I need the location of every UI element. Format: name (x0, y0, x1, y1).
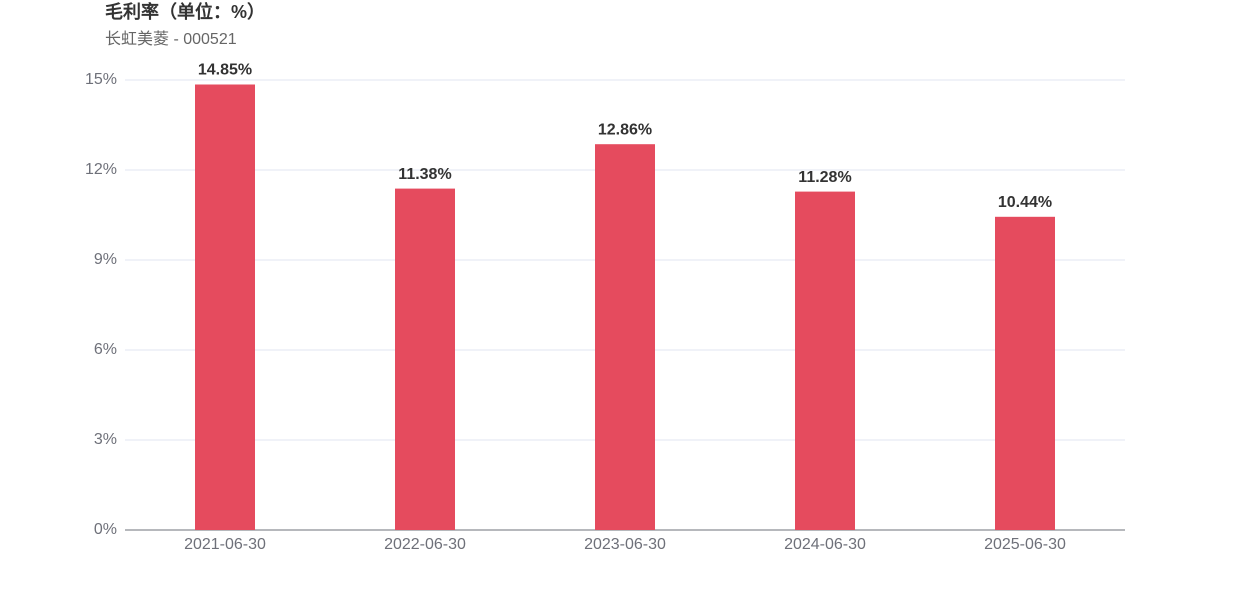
value-label: 14.85% (198, 62, 252, 79)
x-tick-label: 2021-06-30 (184, 536, 266, 553)
y-tick-label: 3% (94, 431, 117, 448)
y-tick-label: 6% (94, 341, 117, 358)
bar (995, 216, 1055, 531)
y-tick-label: 15% (85, 71, 117, 88)
value-label: 12.86% (598, 121, 652, 138)
x-tick-label: 2024-06-30 (784, 536, 866, 553)
y-tick-label: 12% (85, 161, 117, 178)
chart-subtitle: 长虹美菱 - 000521 (105, 30, 237, 48)
value-label: 11.28% (798, 169, 851, 186)
x-tick-label: 2022-06-30 (384, 536, 466, 553)
bar (395, 188, 455, 530)
y-tick-label: 9% (94, 251, 117, 268)
value-label: 10.44% (998, 194, 1052, 211)
x-tick-label: 2025-06-30 (984, 536, 1066, 553)
y-tick-label: 0% (94, 521, 117, 538)
bar (195, 84, 255, 530)
bar (795, 191, 855, 530)
bar (595, 144, 655, 530)
chart-title: 毛利率（单位：%） (105, 1, 265, 22)
x-tick-label: 2023-06-30 (584, 536, 666, 553)
value-label: 11.38% (398, 166, 451, 183)
